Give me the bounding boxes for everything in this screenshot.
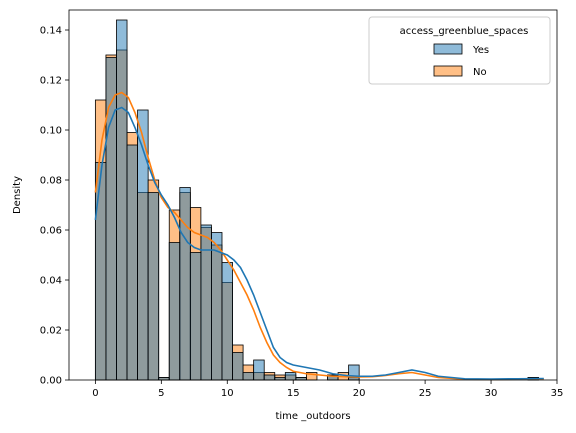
kde-line-no	[94, 91, 544, 381]
y-tick-label: 0.02	[40, 326, 62, 337]
bar-yes-18	[284, 372, 297, 381]
x-tick-label: 20	[353, 388, 366, 399]
legend-label-yes: Yes	[472, 45, 489, 56]
x-tick-label: 0	[92, 388, 98, 399]
y-axis-ticks: 0.00 0.02 0.04 0.06 0.08 0.10 0.12 0.14	[40, 26, 69, 387]
y-tick-label: 0.06	[40, 226, 62, 237]
x-tick-label: 15	[287, 388, 300, 399]
bars-no-series	[94, 49, 539, 381]
kde-curves	[94, 91, 544, 381]
bar-yes-12	[221, 262, 233, 381]
bar-yes-9	[189, 252, 202, 381]
y-tick-label: 0.00	[40, 376, 62, 387]
x-axis-label: time _outdoors	[275, 411, 350, 422]
y-tick-label: 0.14	[40, 26, 62, 37]
y-tick-label: 0.10	[40, 126, 62, 137]
legend-title: access_greenblue_spaces	[400, 26, 529, 37]
bar-yes-1	[105, 57, 117, 381]
bar-yes-11	[211, 232, 223, 381]
bar-yes-16	[263, 374, 276, 381]
bar-yes-13	[232, 352, 244, 381]
bar-yes-5	[147, 192, 160, 381]
bar-yes-8	[179, 187, 191, 381]
bars-yes-series	[94, 19, 539, 381]
legend-label-no: No	[473, 67, 487, 78]
bar-yes-14	[242, 372, 255, 381]
bar-yes-2	[116, 19, 128, 381]
bar-yes-3	[126, 144, 138, 381]
x-tick-label: 35	[551, 388, 564, 399]
legend-swatch-no	[433, 65, 463, 77]
x-tick-label: 5	[158, 388, 164, 399]
y-axis-label: Density	[12, 176, 23, 214]
y-tick-label: 0.12	[40, 76, 62, 87]
y-tick-label: 0.04	[40, 276, 62, 287]
x-axis-ticks: 0 5 10 15 20 25 30 35	[92, 380, 563, 399]
bar-yes-7	[168, 242, 181, 381]
legend-swatch-yes	[433, 43, 463, 55]
y-tick-label: 0.08	[40, 176, 62, 187]
kde-line-yes	[94, 106, 544, 380]
x-tick-label: 10	[221, 388, 234, 399]
x-tick-label: 30	[485, 388, 498, 399]
plot-frame	[68, 9, 558, 381]
legend: access_greenblue_spaces Yes No	[368, 16, 551, 85]
bar-yes-0	[94, 162, 107, 381]
x-tick-label: 25	[419, 388, 432, 399]
bar-yes-15	[253, 359, 265, 381]
bar-yes-10	[200, 224, 212, 381]
